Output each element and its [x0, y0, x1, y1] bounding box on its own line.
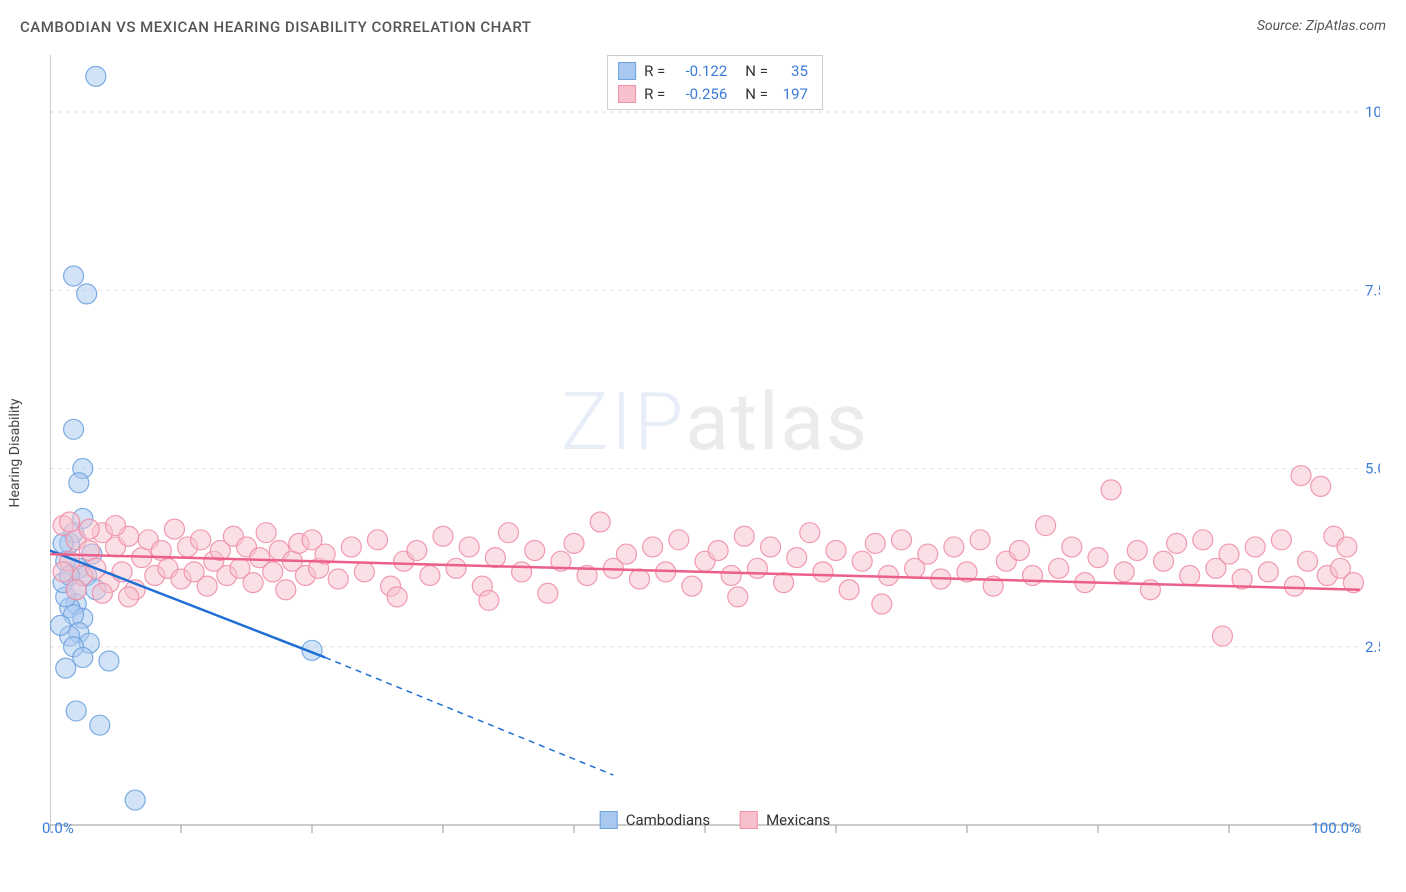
- legend-row: R = -0.256 N = 197: [618, 83, 808, 106]
- y-tick-label: 5.0%: [1365, 460, 1380, 478]
- legend-r-label: R =: [644, 60, 665, 83]
- x-axis-min-label: 0.0%: [42, 819, 74, 837]
- y-axis-label: Hearing Disability: [7, 399, 23, 508]
- chart-header: CAMBODIAN VS MEXICAN HEARING DISABILITY …: [0, 0, 1406, 46]
- y-tick-label: 2.5%: [1365, 638, 1380, 656]
- legend-r-label: R =: [644, 83, 665, 106]
- legend-swatch: [618, 85, 636, 103]
- legend-n-label: N =: [745, 60, 768, 83]
- chart-container: Hearing Disability ZIPatlas 2.5%5.0%7.5%…: [50, 55, 1380, 835]
- legend-swatch: [740, 811, 758, 829]
- chart-title: CAMBODIAN VS MEXICAN HEARING DISABILITY …: [20, 18, 531, 36]
- series-legend-label: Cambodians: [626, 811, 710, 829]
- y-tick-label: 7.5%: [1365, 281, 1380, 299]
- scatter-plot: 2.5% 5.0% 7.5% 10.0%: [50, 55, 1380, 835]
- correlation-legend: R = -0.122 N = 35 R = -0.256 N = 197: [607, 55, 823, 110]
- chart-source: Source: ZipAtlas.com: [1257, 18, 1386, 34]
- series-legend-label: Mexicans: [766, 811, 830, 829]
- legend-n-value: 35: [778, 60, 808, 83]
- legend-n-value: 197: [778, 83, 808, 106]
- legend-swatch: [618, 62, 636, 80]
- legend-r-value: -0.256: [675, 83, 727, 106]
- legend-row: R = -0.122 N = 35: [618, 60, 808, 83]
- legend-n-label: N =: [745, 83, 768, 106]
- series-legend: Cambodians Mexicans: [600, 811, 831, 829]
- y-tick-label: 10.0%: [1365, 103, 1380, 121]
- x-axis-max-label: 100.0%: [1311, 819, 1360, 837]
- legend-swatch: [600, 811, 618, 829]
- series-legend-item: Cambodians: [600, 811, 710, 829]
- series-legend-item: Mexicans: [740, 811, 830, 829]
- legend-r-value: -0.122: [675, 60, 727, 83]
